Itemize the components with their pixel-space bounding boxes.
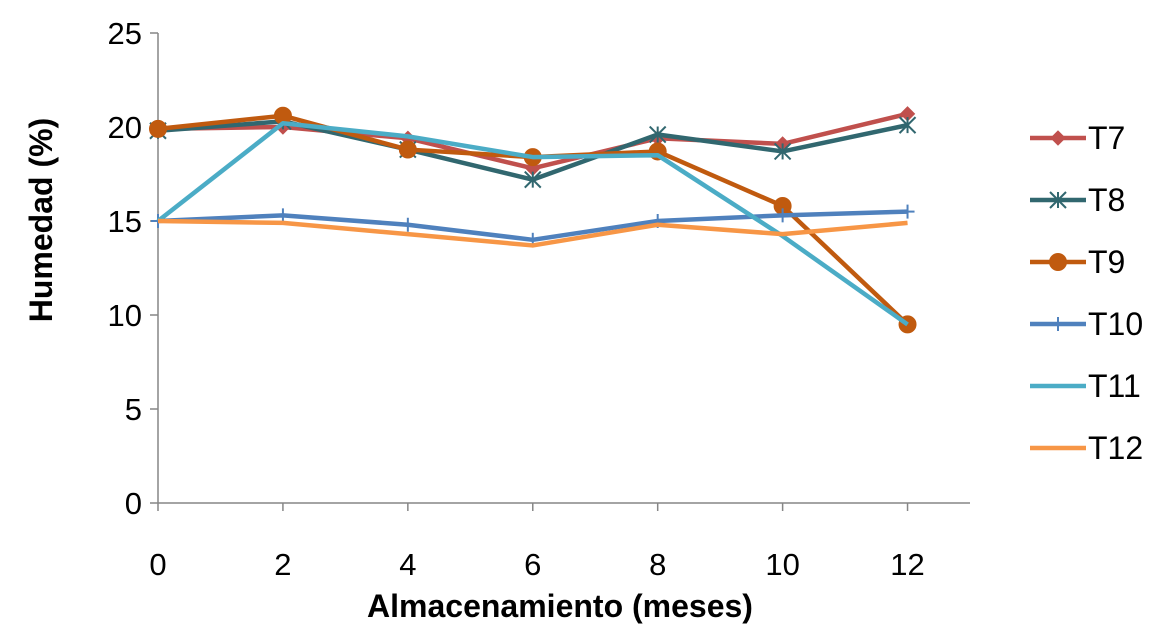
legend-item-t12: T12 [1030,430,1143,466]
x-tick-label: 4 [399,547,416,582]
axes: 0 5 10 15 20 25 0 2 4 6 8 10 12 [108,16,970,582]
series-t12 [157,218,908,248]
legend-item-t8: T8 [1030,182,1125,218]
legend-item-t10: T10 [1030,306,1143,342]
data-point-t8 [773,142,792,161]
data-point-t9 [398,140,417,159]
legend: T7 T8 T9 T10 T11 T12 [1030,120,1143,466]
x-tick-label: 0 [149,547,166,582]
x-tick-label: 2 [274,547,291,582]
legend-label-t9: T9 [1088,244,1125,280]
legend-marker-t8 [1049,191,1067,209]
legend-label-t10: T10 [1088,306,1143,342]
data-point-t8 [648,125,667,144]
data-point-t10 [775,208,790,223]
legend-label-t12: T12 [1088,430,1143,466]
y-axis-title: Humedad (%) [23,118,59,322]
legend-label-t8: T8 [1088,182,1125,218]
data-point-t10 [900,204,915,219]
y-tick-label: 20 [108,110,142,145]
legend-item-t9: T9 [1030,244,1125,280]
data-point-t8 [524,170,542,189]
y-tick-label: 25 [108,16,142,51]
data-point-t10 [275,208,290,223]
series-line-t12 [157,218,908,248]
series-layer [149,106,917,334]
y-tick-label: 15 [108,204,142,239]
legend-label-t11: T11 [1088,368,1141,404]
y-tick-label: 0 [125,486,142,521]
x-tick-label: 10 [765,547,799,582]
data-point-t10 [400,217,415,232]
legend-item-t11: T11 [1030,368,1141,404]
legend-marker-t9 [1049,253,1067,271]
legend-item-t7: T7 [1030,120,1125,156]
data-point-t8 [898,116,917,134]
x-tick-label: 12 [890,547,924,582]
x-tick-label: 8 [649,547,666,582]
y-tick-label: 5 [125,392,142,427]
x-tick-label: 6 [524,547,541,582]
x-axis-title: Almacenamiento (meses) [367,588,753,624]
legend-marker-t7 [1050,130,1066,146]
legend-label-t7: T7 [1088,120,1125,156]
series-t10 [151,204,915,247]
y-tick-label: 10 [108,298,142,333]
data-point-t9 [149,119,167,138]
legend-marker-t10 [1051,317,1065,331]
